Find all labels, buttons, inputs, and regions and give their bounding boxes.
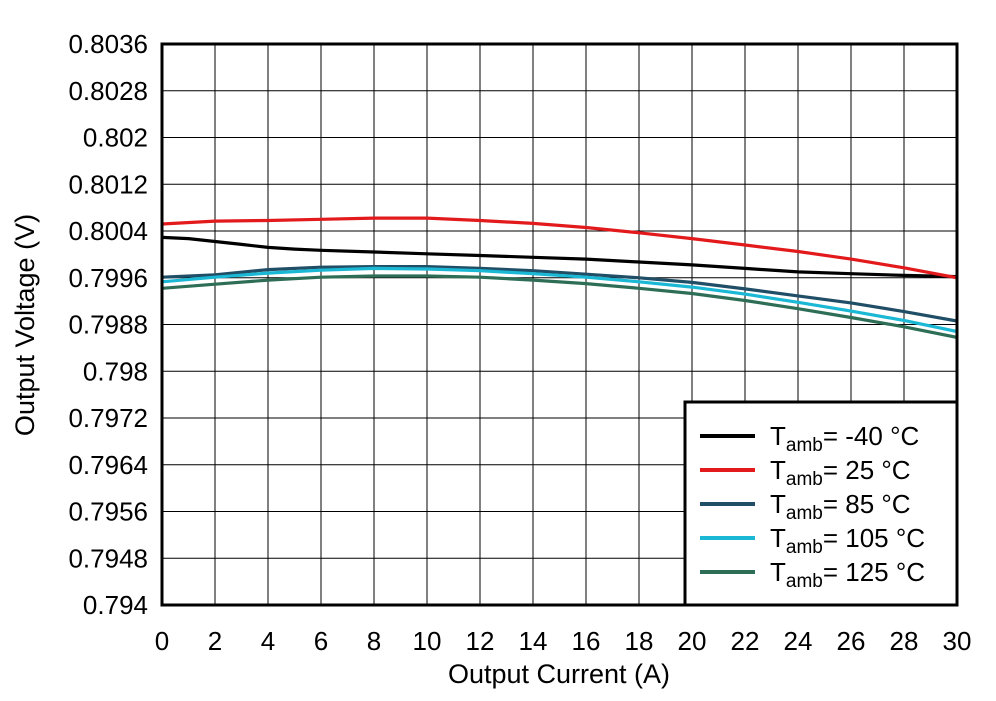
y-tick-label: 0.8028 xyxy=(68,76,148,106)
x-tick-label: 16 xyxy=(572,626,601,656)
legend-label: Tamb= 25 °C xyxy=(770,455,911,490)
y-axis-label: Output Voltage (V) xyxy=(10,214,40,436)
y-tick-label: 0.7972 xyxy=(68,403,148,433)
y-tick-label: 0.7956 xyxy=(68,497,148,527)
legend-label-subscript: amb xyxy=(786,435,823,456)
series-line xyxy=(162,216,957,280)
x-tick-label: 12 xyxy=(466,626,495,656)
y-tick-label: 0.798 xyxy=(83,356,148,386)
y-tick-label: 0.7988 xyxy=(68,310,148,340)
series-line xyxy=(162,265,957,323)
x-tick-label: 24 xyxy=(784,626,813,656)
series-line xyxy=(162,235,957,279)
data-series xyxy=(162,216,957,339)
y-tick-label: 0.802 xyxy=(83,123,148,153)
x-tick-label: 28 xyxy=(890,626,919,656)
legend-label-main: T xyxy=(770,421,786,451)
plot-frame xyxy=(160,42,959,607)
x-tick-label: 4 xyxy=(261,626,275,656)
x-axis-label: Output Current (A) xyxy=(448,659,670,689)
x-tick-label: 20 xyxy=(678,626,707,656)
x-tick-label: 2 xyxy=(208,626,222,656)
series-line xyxy=(162,266,957,334)
y-tick-label: 0.7996 xyxy=(68,263,148,293)
legend-label-main: T xyxy=(770,455,786,485)
legend-label-rest: = 105 °C xyxy=(823,523,925,553)
legend-label: Tamb= 85 °C xyxy=(770,489,911,524)
legend-label-main: T xyxy=(770,489,786,519)
y-tick-label: 0.8004 xyxy=(68,216,148,246)
legend-label: Tamb= -40 °C xyxy=(770,421,919,456)
legend-label-subscript: amb xyxy=(786,503,823,524)
legend-label-rest: = 85 °C xyxy=(823,489,911,519)
legend-label-rest: = 25 °C xyxy=(823,455,911,485)
x-tick-label: 30 xyxy=(943,626,972,656)
x-tick-label: 10 xyxy=(413,626,442,656)
legend-label-rest: = -40 °C xyxy=(823,421,919,451)
legend-label-subscript: amb xyxy=(786,469,823,490)
y-tick-label: 0.8012 xyxy=(68,169,148,199)
x-tick-label: 6 xyxy=(314,626,328,656)
x-tick-label: 8 xyxy=(367,626,381,656)
y-tick-label: 0.7948 xyxy=(68,543,148,573)
y-tick-label: 0.794 xyxy=(83,590,148,620)
x-tick-label: 22 xyxy=(731,626,760,656)
x-tick-label: 0 xyxy=(155,626,169,656)
legend-label: Tamb= 105 °C xyxy=(770,523,925,558)
series-line xyxy=(162,274,957,339)
legend-label-main: T xyxy=(770,557,786,587)
legend-label-rest: = 125 °C xyxy=(823,557,925,587)
x-tick-label: 18 xyxy=(625,626,654,656)
legend-label-subscript: amb xyxy=(786,571,823,592)
legend-label: Tamb= 125 °C xyxy=(770,557,925,592)
tick-labels: 0 2 4 6 8 10 12 14 16 18 20 22 24 26 28 300.80360.80280… xyxy=(68,29,971,656)
legend-label-subscript: amb xyxy=(786,537,823,558)
legend-label-main: T xyxy=(770,523,786,553)
y-tick-label: 0.8036 xyxy=(68,29,148,59)
y-tick-label: 0.7964 xyxy=(68,450,148,480)
x-tick-label: 26 xyxy=(837,626,866,656)
x-tick-label: 14 xyxy=(519,626,548,656)
